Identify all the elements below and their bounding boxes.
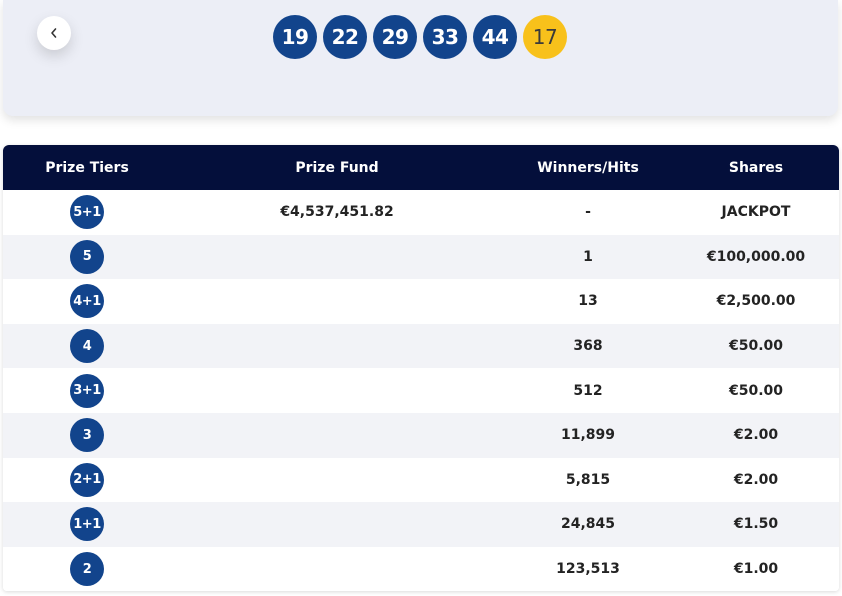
bonus-ball: 17 <box>523 15 567 59</box>
prize-fund-cell: €4,537,451.82 <box>280 204 394 221</box>
table-row: 5+1 €4,537,451.82 - JACKPOT <box>3 190 839 235</box>
shares-cell: €2,500.00 <box>716 293 796 310</box>
table-body: 5+1 €4,537,451.82 - JACKPOT 5 1 €100,000… <box>3 190 839 591</box>
tier-badge: 4+1 <box>70 284 104 319</box>
header-shares: Shares <box>728 159 784 176</box>
winners-cell: 11,899 <box>560 427 616 444</box>
tier-badge: 5 <box>70 239 104 274</box>
shares-cell: €2.00 <box>733 471 779 488</box>
tier-badge: 2+1 <box>70 462 104 497</box>
number-ball: 19 <box>273 15 317 59</box>
table-row: 4 368 €50.00 <box>3 323 839 369</box>
header-prize-tiers: Prize Tiers <box>45 159 129 176</box>
winners-cell: 1 <box>583 248 593 265</box>
chevron-left-icon <box>49 27 59 39</box>
number-ball: 33 <box>423 15 467 59</box>
winners-cell: 24,845 <box>560 516 616 533</box>
table-row: 1+1 24,845 €1.50 <box>3 502 839 547</box>
winners-cell: 123,513 <box>556 561 620 578</box>
tier-badge: 2 <box>70 552 104 587</box>
table-row: 2 123,513 €1.00 <box>3 546 839 591</box>
number-ball: 29 <box>373 15 417 59</box>
back-button[interactable] <box>37 16 71 50</box>
winners-cell: 5,815 <box>565 471 611 488</box>
draw-results-card: 19 22 29 33 44 17 <box>3 0 838 116</box>
shares-cell: €100,000.00 <box>706 248 806 265</box>
tier-badge: 1+1 <box>70 507 104 542</box>
header-prize-fund: Prize Fund <box>295 159 379 176</box>
tier-badge: 3+1 <box>70 373 104 408</box>
shares-cell: JACKPOT <box>721 204 791 221</box>
number-ball: 22 <box>323 15 367 59</box>
shares-cell: €1.50 <box>733 516 779 533</box>
tier-badge: 5+1 <box>70 195 104 230</box>
winners-cell: - <box>585 204 591 221</box>
tier-badge: 4 <box>70 329 104 364</box>
shares-cell: €2.00 <box>733 427 779 444</box>
winners-cell: 368 <box>573 338 603 355</box>
table-row: 5 1 €100,000.00 <box>3 234 839 280</box>
table-row: 4+1 13 €2,500.00 <box>3 279 839 324</box>
table-row: 2+1 5,815 €2.00 <box>3 457 839 503</box>
header-winners-hits: Winners/Hits <box>537 159 639 176</box>
table-row: 3+1 512 €50.00 <box>3 368 839 413</box>
drawn-numbers: 19 22 29 33 44 17 <box>273 15 567 59</box>
number-ball: 44 <box>473 15 517 59</box>
shares-cell: €1.00 <box>733 561 779 578</box>
shares-cell: €50.00 <box>728 338 784 355</box>
prize-breakdown-table: Prize Tiers Prize Fund Winners/Hits Shar… <box>3 145 839 591</box>
tier-badge: 3 <box>70 418 104 453</box>
table-header: Prize Tiers Prize Fund Winners/Hits Shar… <box>3 145 839 190</box>
winners-cell: 13 <box>578 293 598 310</box>
shares-cell: €50.00 <box>728 382 784 399</box>
table-row: 3 11,899 €2.00 <box>3 412 839 458</box>
winners-cell: 512 <box>573 382 603 399</box>
